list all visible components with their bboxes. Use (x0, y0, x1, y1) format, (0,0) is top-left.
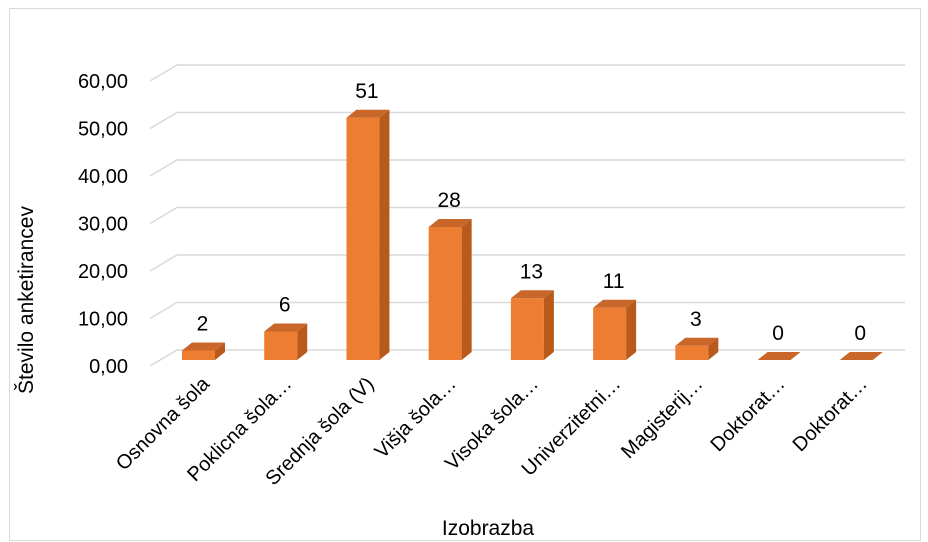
bar-top (675, 337, 719, 346)
bar-front (428, 227, 462, 360)
bar-front (675, 345, 709, 360)
y-tick-label: 50,00 (78, 119, 128, 141)
bar-top (757, 352, 801, 360)
data-label: 2 (197, 313, 209, 336)
data-label: 0 (772, 322, 784, 345)
bar-top (510, 290, 554, 299)
x-tick-label: Doktorat… (706, 373, 789, 456)
y-axis-ticks: 0,00 10,00 20,00 30,00 40,00 50,00 60,00 (78, 71, 128, 378)
bar-top (428, 219, 472, 227)
bar-side (543, 290, 554, 360)
bar-top (346, 109, 390, 118)
bar-front (593, 307, 627, 360)
y-tick-label: 20,00 (78, 261, 128, 283)
y-tick-label: 10,00 (78, 309, 128, 331)
x-tick-label: Višja šola… (371, 373, 461, 463)
bar-top (593, 299, 637, 308)
gridline (149, 254, 905, 272)
y-tick-label: 60,00 (78, 71, 128, 93)
bar-side (626, 299, 637, 360)
x-axis-title: Izobrazba (442, 517, 535, 540)
bar (510, 290, 554, 360)
bar-front (182, 350, 215, 360)
bar (593, 299, 637, 360)
bar-front (264, 331, 298, 360)
data-label: 11 (603, 270, 625, 293)
bar-side (708, 337, 719, 360)
data-label: 28 (437, 189, 460, 212)
data-label: 0 (854, 322, 866, 345)
bar (757, 352, 801, 360)
data-label: 51 (355, 80, 378, 103)
bar (182, 342, 225, 360)
y-axis-title: Število anketirancev (15, 206, 38, 394)
y-tick-label: 0,00 (89, 356, 128, 378)
bar (675, 337, 719, 360)
bar-side (379, 109, 390, 360)
gridline (149, 111, 905, 130)
gridlines (149, 64, 905, 367)
bar-front (346, 117, 380, 360)
bar-side (297, 323, 308, 360)
y-tick-label: 40,00 (78, 166, 128, 188)
bar-top (839, 352, 883, 360)
bar-side (215, 342, 225, 360)
bar-side (461, 219, 472, 360)
bar (428, 219, 472, 360)
gridline (149, 159, 905, 177)
gridline (149, 301, 905, 320)
bars (182, 109, 883, 360)
gridline (149, 206, 905, 225)
gridline (149, 64, 905, 82)
data-label: 3 (690, 308, 702, 331)
x-tick-label: Magisterij… (617, 373, 707, 463)
bar-top (264, 323, 308, 332)
bar-top (182, 342, 225, 351)
y-tick-label: 30,00 (78, 214, 128, 236)
data-label: 6 (279, 294, 291, 317)
data-labels: 2 6 51 28 13 11 3 0 0 (197, 80, 866, 345)
gridline (149, 349, 905, 367)
bar (346, 109, 390, 360)
data-label: 13 (520, 260, 543, 283)
bar-front (510, 298, 544, 360)
x-tick-label: Doktorat… (789, 373, 872, 456)
bar (264, 323, 308, 360)
bar (839, 352, 883, 360)
